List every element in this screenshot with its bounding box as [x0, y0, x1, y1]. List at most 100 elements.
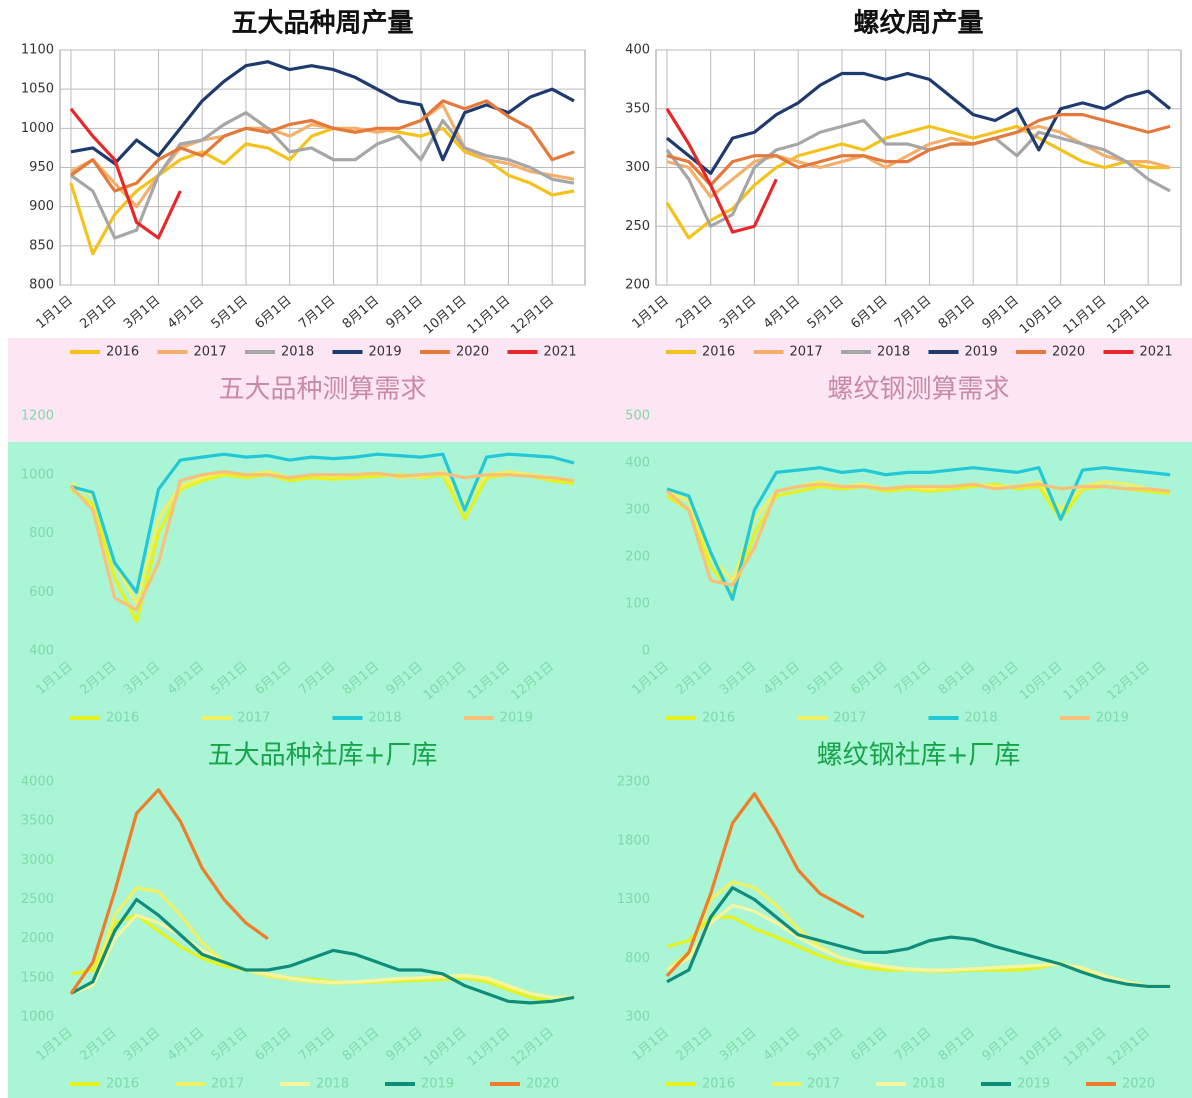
y-tick-label: 300: [625, 1010, 650, 1025]
x-tick-label: 5月1日: [209, 293, 251, 332]
chart-title: 螺纹周产量: [853, 8, 983, 39]
y-tick-label: 400: [29, 644, 54, 659]
x-tick-label: 7月1日: [296, 1025, 338, 1064]
x-tick-label: 7月1日: [892, 1025, 934, 1064]
x-tick-label: 3月1日: [717, 659, 759, 698]
legend-label: 2018: [877, 345, 910, 360]
x-tick-label: 3月1日: [121, 1025, 163, 1064]
series-line: [665, 124, 1171, 240]
y-tick-label: 850: [29, 238, 54, 253]
y-tick-label: 1500: [21, 970, 54, 985]
y-tick-label: 200: [625, 550, 650, 565]
y-tick-label: 1800: [617, 833, 650, 848]
legend-label: 2018: [369, 711, 402, 726]
y-tick-label: 800: [29, 526, 54, 541]
legend-label: 2019: [1017, 1077, 1050, 1092]
x-tick-label: 8月1日: [340, 1025, 382, 1064]
series-line: [665, 107, 778, 234]
x-tick-label: 11月1日: [1061, 293, 1110, 337]
series-line: [70, 103, 575, 209]
legend-label: 2019: [500, 711, 533, 726]
legend-label: 2018: [281, 345, 314, 360]
legend-label: 2020: [1122, 1077, 1155, 1092]
x-tick-label: 2月1日: [77, 1025, 119, 1064]
x-tick-label: 3月1日: [121, 659, 163, 698]
y-tick-label: 900: [29, 199, 54, 214]
legend-label: 2020: [456, 345, 489, 360]
legend-label: 2016: [106, 711, 139, 726]
x-tick-label: 9月1日: [384, 293, 426, 332]
x-tick-label: 9月1日: [980, 659, 1022, 698]
y-tick-label: 400: [625, 43, 650, 58]
y-tick-label: 2500: [21, 892, 54, 907]
y-tick-label: 3000: [21, 853, 54, 868]
x-tick-label: 6月1日: [252, 293, 294, 332]
y-tick-label: 400: [625, 456, 650, 471]
y-tick-label: 200: [625, 278, 650, 293]
x-tick-label: 1月1日: [34, 1025, 76, 1064]
series-line: [665, 71, 1172, 175]
x-tick-label: 2月1日: [77, 659, 119, 698]
chart-title: 五大品种周产量: [231, 9, 413, 39]
y-tick-label: 300: [625, 160, 650, 175]
series-line: [666, 482, 1171, 597]
series-line: [666, 113, 1171, 187]
y-tick-label: 1050: [21, 82, 54, 97]
x-tick-label: 1月1日: [34, 659, 76, 698]
x-tick-label: 10月1日: [421, 659, 470, 703]
legend-label: 2019: [369, 345, 402, 360]
y-tick-label: 250: [625, 219, 650, 234]
legend-label: 2019: [965, 345, 998, 360]
legend-label: 2018: [912, 1077, 945, 1092]
chart: 螺纹钢测算需求 0 100 200 300 400 500 1月1日 2月1日 3月1日 4月1日 5…: [625, 375, 1171, 726]
x-tick-label: 12月1日: [1104, 1025, 1153, 1069]
x-tick-label: 11月1日: [1061, 659, 1110, 703]
x-tick-label: 7月1日: [892, 659, 934, 698]
y-tick-label: 1100: [21, 43, 54, 58]
x-tick-label: 5月1日: [805, 1025, 847, 1064]
legend-label: 2016: [106, 1077, 139, 1092]
series-line: [665, 482, 1171, 587]
x-tick-label: 12月1日: [508, 1025, 557, 1069]
x-tick-label: 5月1日: [805, 659, 847, 698]
x-tick-label: 3月1日: [121, 293, 163, 332]
x-tick-label: 4月1日: [761, 659, 803, 698]
x-tick-label: 11月1日: [465, 1025, 514, 1069]
x-tick-label: 3月1日: [717, 293, 759, 332]
y-tick-label: 800: [625, 951, 650, 966]
x-tick-label: 12月1日: [508, 293, 557, 337]
x-tick-label: 7月1日: [296, 659, 338, 698]
x-tick-label: 4月1日: [165, 659, 207, 698]
x-tick-label: 2月1日: [673, 659, 715, 698]
y-tick-label: 500: [625, 409, 650, 424]
x-tick-label: 10月1日: [1017, 293, 1066, 337]
legend-label: 2021: [544, 345, 577, 360]
legend-label: 2021: [1140, 345, 1173, 360]
x-tick-label: 1月1日: [630, 293, 672, 332]
x-tick-label: 2月1日: [673, 293, 715, 332]
y-tick-label: 2000: [21, 931, 54, 946]
series-line: [69, 107, 182, 240]
series-line: [70, 99, 575, 193]
x-tick-label: 8月1日: [936, 659, 978, 698]
x-tick-label: 9月1日: [384, 659, 426, 698]
y-tick-label: 1000: [21, 121, 54, 136]
series-line: [70, 897, 575, 1005]
x-tick-label: 10月1日: [1017, 1025, 1066, 1069]
x-tick-label: 8月1日: [340, 293, 382, 332]
x-tick-label: 5月1日: [805, 293, 847, 332]
x-tick-label: 1月1日: [630, 1025, 672, 1064]
legend-label: 2017: [211, 1077, 244, 1092]
x-tick-label: 11月1日: [465, 659, 514, 703]
background-band: [8, 338, 1192, 442]
series-line: [69, 470, 575, 612]
x-tick-label: 10月1日: [421, 293, 470, 337]
x-tick-label: 12月1日: [1104, 659, 1153, 703]
chart: 五大品种社库+厂库 1000 1500 2000 2500 3000 3500 4000 1月1…: [21, 741, 575, 1092]
x-tick-label: 6月1日: [252, 1025, 294, 1064]
x-tick-label: 8月1日: [936, 293, 978, 332]
x-tick-label: 8月1日: [936, 1025, 978, 1064]
y-tick-label: 1000: [21, 1010, 54, 1025]
y-tick-label: 0: [642, 644, 650, 659]
